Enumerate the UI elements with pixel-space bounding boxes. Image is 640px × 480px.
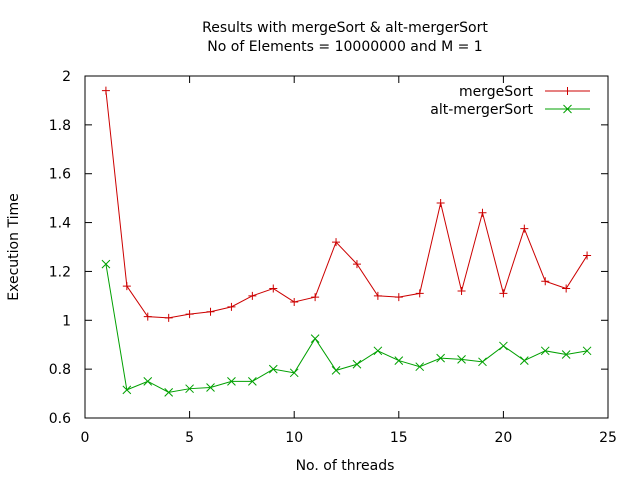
- data-point-alt-mergersort: [122, 385, 132, 395]
- series-line-alt-mergersort: [105, 264, 588, 393]
- data-point-alt-mergersort: [143, 377, 153, 386]
- data-point-alt-mergersort: [478, 357, 487, 367]
- chart-subtitle: No of Elements = 10000000 and M = 1: [207, 39, 482, 55]
- y-tick-label: 1: [62, 313, 71, 329]
- data-point-alt-mergersort: [164, 387, 174, 397]
- data-point-mergesort: [185, 310, 194, 319]
- data-point-alt-mergersort: [227, 377, 236, 386]
- y-axis-label: Execution Time: [6, 193, 22, 300]
- data-point-alt-mergersort: [436, 353, 445, 363]
- data-point-mergesort: [269, 284, 278, 293]
- data-point-alt-mergersort: [248, 377, 257, 386]
- data-point-alt-mergersort: [101, 259, 111, 269]
- data-point-alt-mergersort: [540, 346, 550, 356]
- data-point-alt-mergersort: [499, 341, 508, 351]
- x-tick-label: 5: [185, 430, 194, 446]
- x-tick-label: 15: [390, 430, 408, 446]
- data-point-mergesort: [227, 302, 236, 311]
- data-point-alt-mergersort: [415, 362, 425, 372]
- data-point-alt-mergersort: [268, 364, 278, 374]
- data-point-alt-mergersort: [582, 346, 592, 356]
- x-tick-label: 0: [81, 430, 90, 446]
- legend-label-mergesort: mergeSort: [459, 84, 533, 100]
- y-tick-label: 0.8: [49, 362, 71, 378]
- y-tick-label: 1.8: [49, 118, 71, 134]
- data-point-mergesort: [248, 291, 257, 300]
- x-tick-label: 25: [599, 430, 617, 446]
- data-point-alt-mergersort: [457, 355, 466, 364]
- data-point-mergesort: [206, 307, 215, 316]
- y-tick-label: 0.6: [49, 411, 71, 427]
- data-point-alt-mergersort: [206, 383, 215, 392]
- legend-label-alt-mergersort: alt-mergerSort: [430, 102, 533, 118]
- data-point-mergesort: [478, 208, 487, 217]
- y-tick-label: 1.2: [49, 264, 71, 280]
- chart-title: Results with mergeSort & alt-mergerSort: [202, 20, 488, 36]
- data-point-alt-mergersort: [331, 366, 341, 375]
- legend-marker-alt-mergersort: [563, 104, 572, 114]
- data-point-alt-mergersort: [185, 384, 194, 394]
- data-point-alt-mergersort: [519, 356, 529, 365]
- series-line-mergesort: [105, 90, 588, 319]
- data-point-mergesort: [101, 86, 110, 95]
- x-axis-label: No. of threads: [296, 458, 395, 474]
- data-point-mergesort: [415, 289, 424, 298]
- data-point-mergesort: [520, 224, 529, 233]
- data-point-mergesort: [583, 251, 592, 260]
- data-point-mergesort: [373, 291, 382, 300]
- x-tick-label: 20: [494, 430, 512, 446]
- legend-marker-mergesort: [563, 87, 572, 95]
- data-point-alt-mergersort: [310, 334, 320, 343]
- data-point-mergesort: [457, 286, 466, 295]
- data-point-mergesort: [332, 238, 341, 247]
- data-point-mergesort: [352, 260, 361, 269]
- data-point-mergesort: [311, 293, 320, 302]
- data-point-mergesort: [394, 293, 403, 302]
- x-tick-label: 10: [285, 430, 303, 446]
- data-point-alt-mergersort: [373, 346, 383, 356]
- data-point-alt-mergersort: [289, 368, 299, 378]
- data-point-mergesort: [499, 289, 508, 298]
- data-point-alt-mergersort: [394, 356, 404, 365]
- y-tick-label: 1.4: [49, 216, 71, 232]
- plot-frame: [84, 75, 609, 419]
- y-tick-label: 1.6: [49, 167, 71, 183]
- data-point-mergesort: [562, 284, 571, 293]
- data-point-alt-mergersort: [561, 350, 571, 359]
- data-point-mergesort: [143, 312, 152, 321]
- data-point-mergesort: [290, 297, 299, 306]
- y-tick-label: 2: [62, 69, 71, 85]
- plot-area: 0 5 10 15 20 25 0.6 0.8 1 1.2 1.4 1.6 1.8 2 mergeSort a…: [49, 69, 617, 446]
- data-point-mergesort: [164, 313, 173, 322]
- data-point-mergesort: [541, 277, 550, 286]
- data-point-mergesort: [436, 199, 445, 208]
- data-point-mergesort: [122, 282, 131, 291]
- data-point-alt-mergersort: [352, 359, 362, 369]
